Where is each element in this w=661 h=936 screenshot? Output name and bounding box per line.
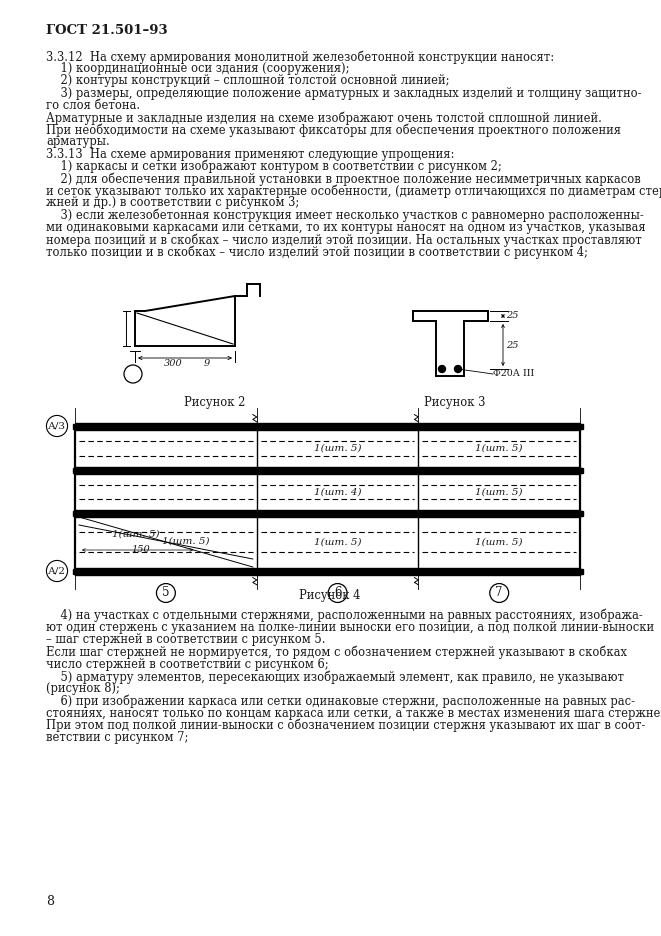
Text: 3.3.12  На схему армирования монолитной железобетонной конструкции наносят:: 3.3.12 На схему армирования монолитной ж… xyxy=(46,50,554,64)
Text: 5) арматуру элементов, пересекающих изображаемый элемент, как правило, не указыв: 5) арматуру элементов, пересекающих изоб… xyxy=(46,670,624,683)
Text: арматуры.: арматуры. xyxy=(46,136,110,149)
Text: А/2: А/2 xyxy=(48,566,66,576)
Text: 6) при изображении каркаса или сетки одинаковые стержни, расположенные на равных: 6) при изображении каркаса или сетки оди… xyxy=(46,695,635,708)
Circle shape xyxy=(455,365,461,373)
Text: и сеток указывают только их характерные особенности, (диаметр отличающихся по ди: и сеток указывают только их характерные … xyxy=(46,184,661,197)
Text: Рисунок 3: Рисунок 3 xyxy=(424,396,486,409)
Bar xyxy=(73,510,77,516)
Text: 3) если железобетонная конструкция имеет несколько участков с равномерно располо: 3) если железобетонная конструкция имеет… xyxy=(46,209,644,222)
Bar xyxy=(416,423,421,429)
Text: 8: 8 xyxy=(46,895,54,908)
Text: 1(шт. 5): 1(шт. 5) xyxy=(112,530,159,538)
Text: ГОСТ 21.501–93: ГОСТ 21.501–93 xyxy=(46,24,168,37)
Text: ют один стержень с указанием на полке-линии выноски его позиции, а под полкой ли: ют один стержень с указанием на полке-ли… xyxy=(46,622,654,635)
Bar xyxy=(73,468,77,474)
Text: Ф20А III: Ф20А III xyxy=(493,370,534,378)
Text: Рисунок 4: Рисунок 4 xyxy=(299,589,361,602)
Text: 2) контуры конструкций – сплошной толстой основной линией;: 2) контуры конструкций – сплошной толсто… xyxy=(46,74,449,87)
Bar xyxy=(578,568,582,574)
Text: 150: 150 xyxy=(132,546,150,554)
Text: го слоя бетона.: го слоя бетона. xyxy=(46,99,140,111)
Text: ми одинаковыми каркасами или сетками, то их контуры наносят на одном из участков: ми одинаковыми каркасами или сетками, то… xyxy=(46,221,646,234)
Text: 1(шт. 5): 1(шт. 5) xyxy=(475,537,523,547)
Text: 1(шт. 5): 1(шт. 5) xyxy=(475,444,523,453)
Text: 3) размеры, определяющие положение арматурных и закладных изделий и толщину защи: 3) размеры, определяющие положение армат… xyxy=(46,87,641,99)
Bar xyxy=(578,510,582,516)
Text: только позиции и в скобках – число изделий этой позиции в соответствии с рисунко: только позиции и в скобках – число издел… xyxy=(46,245,588,258)
Text: 2) для обеспечения правильной установки в проектное положение несимметричных кар: 2) для обеспечения правильной установки … xyxy=(46,172,641,185)
Text: 25: 25 xyxy=(506,341,518,349)
Bar xyxy=(578,468,582,474)
Text: – шаг стержней в соответствии с рисунком 5.: – шаг стержней в соответствии с рисунком… xyxy=(46,634,325,647)
Text: ветствии с рисунком 7;: ветствии с рисунком 7; xyxy=(46,731,188,744)
Text: число стержней в соответствии с рисунком 6;: число стержней в соответствии с рисунком… xyxy=(46,658,329,671)
Circle shape xyxy=(438,365,446,373)
Text: 1) координационные оси здания (сооружения);: 1) координационные оси здания (сооружени… xyxy=(46,62,350,75)
Text: 7: 7 xyxy=(496,587,503,599)
Text: 6: 6 xyxy=(334,587,341,599)
Text: 1) каркасы и сетки изображают контуром в соответствии с рисунком 2;: 1) каркасы и сетки изображают контуром в… xyxy=(46,160,502,173)
Bar xyxy=(416,510,421,516)
Bar xyxy=(73,568,77,574)
Bar xyxy=(254,423,259,429)
Text: жней и др.) в соответствии с рисунком 3;: жней и др.) в соответствии с рисунком 3; xyxy=(46,197,299,210)
Bar xyxy=(254,468,259,474)
Bar xyxy=(416,468,421,474)
Text: А/3: А/3 xyxy=(48,421,66,431)
Text: 3.3.13  На схеме армирования применяют следующие упрощения:: 3.3.13 На схеме армирования применяют сл… xyxy=(46,148,454,161)
Bar xyxy=(416,568,421,574)
Text: стояниях, наносят только по концам каркаса или сетки, а также в местах изменения: стояниях, наносят только по концам карка… xyxy=(46,707,661,720)
Bar xyxy=(73,423,77,429)
Text: 300: 300 xyxy=(164,359,182,368)
Text: 1(шт. 5): 1(шт. 5) xyxy=(163,536,210,546)
Text: При этом под полкой линии-выноски с обозначением позиции стержня указывают их ша: При этом под полкой линии-выноски с обоз… xyxy=(46,719,645,732)
Text: 1(шт. 5): 1(шт. 5) xyxy=(314,537,362,547)
Text: (рисунок 8);: (рисунок 8); xyxy=(46,682,120,695)
Text: 1(шт. 4): 1(шт. 4) xyxy=(314,488,362,496)
Text: Арматурные и закладные изделия на схеме изображают очень толстой сплошной линией: Арматурные и закладные изделия на схеме … xyxy=(46,111,602,124)
Text: Рисунок 2: Рисунок 2 xyxy=(184,396,246,409)
Text: 25: 25 xyxy=(506,312,518,320)
Text: 4) на участках с отдельными стержнями, расположенными на равных расстояниях, изо: 4) на участках с отдельными стержнями, р… xyxy=(46,609,642,622)
Text: Если шаг стержней не нормируется, то рядом с обозначением стержней указывают в с: Если шаг стержней не нормируется, то ряд… xyxy=(46,646,627,659)
Text: 5: 5 xyxy=(162,587,170,599)
Bar xyxy=(254,510,259,516)
Text: 9: 9 xyxy=(204,359,210,368)
Bar xyxy=(254,568,259,574)
Bar xyxy=(578,423,582,429)
Text: При необходимости на схеме указывают фиксаторы для обеспечения проектного положе: При необходимости на схеме указывают фик… xyxy=(46,124,621,137)
Text: 1(шт. 5): 1(шт. 5) xyxy=(475,488,523,496)
Text: 1(шт. 5): 1(шт. 5) xyxy=(314,444,362,453)
Text: номера позиций и в скобках – число изделий этой позиции. На остальных участках п: номера позиций и в скобках – число издел… xyxy=(46,233,642,246)
